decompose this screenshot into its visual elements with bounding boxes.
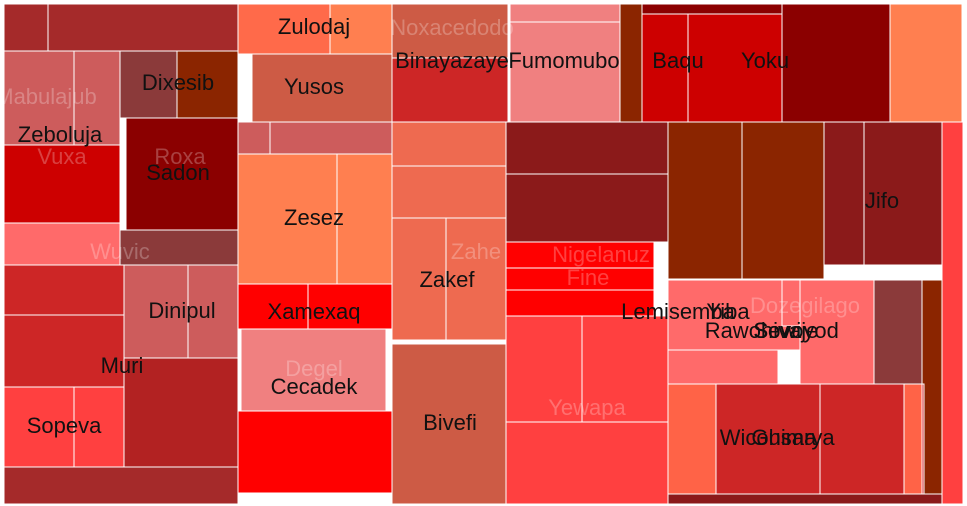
- treemap-tile-57: [741, 121, 825, 280]
- treemap-tile-73: [941, 121, 964, 505]
- treemap-tile-68: [667, 383, 717, 495]
- treemap-tile-21: [329, 3, 393, 55]
- tile-label-nigelanuz: Nigelanuz: [552, 242, 650, 267]
- tile-label-lemisemba: Lemisemba: [621, 299, 735, 324]
- treemap-tile-36: [391, 165, 507, 219]
- treemap-tile-baqu: [641, 13, 689, 123]
- treemap-tile-noxacedodo: [391, 3, 509, 59]
- treemap-tile-10: [3, 222, 121, 266]
- tile-label-zesez: Zesez: [284, 205, 344, 230]
- tile-label-yewapa: Yewapa: [548, 395, 626, 420]
- treemap-tile-41: [509, 3, 621, 23]
- treemap-tile-binayazaye: [391, 57, 509, 123]
- treemap-tile-yoku: [781, 3, 891, 123]
- treemap-tile-49: [505, 121, 669, 175]
- tile-label-sadon: Sadon: [146, 160, 210, 185]
- treemap-tile-yusos: [251, 53, 393, 123]
- tile-label-dozegilago: Dozegilago: [750, 293, 860, 318]
- treemap-tile-15: [187, 264, 239, 359]
- treemap-tile-56: [667, 121, 743, 280]
- tile-label-xamexaq: Xamexaq: [268, 299, 361, 324]
- treemap-tile-muri: [123, 357, 239, 468]
- treemap-tile-vuxa: [3, 144, 121, 224]
- tile-label-wicohima: Wicohima: [720, 425, 817, 450]
- tile-label-sowije: Sowije: [754, 318, 819, 343]
- treemap-tile-31: [237, 410, 393, 494]
- treemap-tile-72: [667, 493, 943, 505]
- treemap-tile-19: [3, 466, 239, 505]
- tile-label-jifo: Jifo: [865, 188, 899, 213]
- tile-label-baqu: Baqu: [652, 48, 703, 73]
- treemap-tile-38: [391, 217, 447, 341]
- treemap-tile-59: [823, 121, 865, 266]
- treemap-tile-mabulajub: [3, 50, 75, 146]
- treemap-tile-yewapa: [505, 315, 583, 423]
- tile-label-sopeva: Sopeva: [27, 413, 102, 438]
- tile-label-yoku: Yoku: [741, 48, 789, 73]
- tile-label-zakef: Zakef: [419, 267, 475, 292]
- tile-label-yiba: Yiba: [706, 299, 750, 324]
- treemap-tile-xamexaq: [237, 283, 309, 330]
- tile-label-noxacedodo: Noxacedodo: [390, 15, 514, 40]
- tile-label-gusarya: Gusarya: [751, 425, 835, 450]
- tile-label-rawohiva: Rawohiva: [705, 318, 802, 343]
- treemap-tile-zesez: [237, 153, 338, 285]
- treemap-tile-71: [903, 383, 923, 495]
- treemap-tile-3: [73, 50, 121, 146]
- treemap-tile-dixesib: [119, 50, 178, 119]
- tile-label-yusos: Yusos: [284, 74, 344, 99]
- treemap-tile-35: [391, 121, 507, 167]
- tile-label-degel: Degel: [285, 356, 342, 381]
- tile-label-mabulajub: Mabulajub: [0, 84, 97, 109]
- tile-label-binayazaye: Binayazaye: [395, 48, 509, 73]
- treemap-tile-26: [336, 153, 393, 285]
- treemap-tile-50: [505, 173, 669, 243]
- treemap-tile-55: [505, 421, 669, 505]
- treemap-tile-fumomubo: [509, 21, 621, 123]
- tile-label-zeboluja: Zeboluja: [18, 122, 103, 147]
- tile-label-vuxa: Vuxa: [37, 144, 87, 169]
- treemap-tile-54: [581, 315, 669, 423]
- tile-label-sevoyod: Sevoyod: [753, 318, 839, 343]
- treemap-tile-66: [873, 279, 923, 385]
- treemap-tile-sopeva: [3, 386, 75, 468]
- treemap-tile-bivefi: [391, 343, 507, 505]
- treemap-tile-degel: [240, 328, 387, 412]
- tile-label-dinipul: Dinipul: [148, 298, 215, 323]
- tile-label-roxa: Roxa: [154, 144, 206, 169]
- tile-label-muri: Muri: [101, 353, 144, 378]
- treemap-tile-zulodaj: [237, 3, 331, 55]
- treemap-tile-1: [47, 3, 239, 52]
- tile-label-cecadek: Cecadek: [271, 374, 359, 399]
- treemap-tile-12: [3, 264, 125, 316]
- treemap-tile-wicohima: [715, 383, 821, 495]
- tile-label-fumomubo: Fumomubo: [508, 48, 619, 73]
- tile-label-zulodaj: Zulodaj: [278, 14, 350, 39]
- treemap-tile-fine: [505, 267, 655, 291]
- tile-label-fine: Fine: [567, 265, 610, 290]
- treemap-tile-13: [3, 314, 125, 388]
- treemap-tile-67: [921, 279, 943, 495]
- treemap-tile-5: [176, 50, 239, 119]
- tile-label-dixesib: Dixesib: [142, 70, 214, 95]
- treemap-tile-28: [307, 283, 393, 330]
- treemap-tile-24: [269, 121, 393, 155]
- treemap-tile-0: [3, 3, 49, 52]
- tile-label-wuvic: Wuvic: [90, 239, 150, 264]
- tile-label-bivefi: Bivefi: [423, 410, 477, 435]
- treemap-tile-46: [687, 13, 783, 123]
- treemap-tile-23: [237, 121, 271, 155]
- tile-label-zahe: Zahe: [451, 239, 501, 264]
- treemap-tile-48: [889, 3, 963, 123]
- treemap-tile-43: [619, 3, 643, 123]
